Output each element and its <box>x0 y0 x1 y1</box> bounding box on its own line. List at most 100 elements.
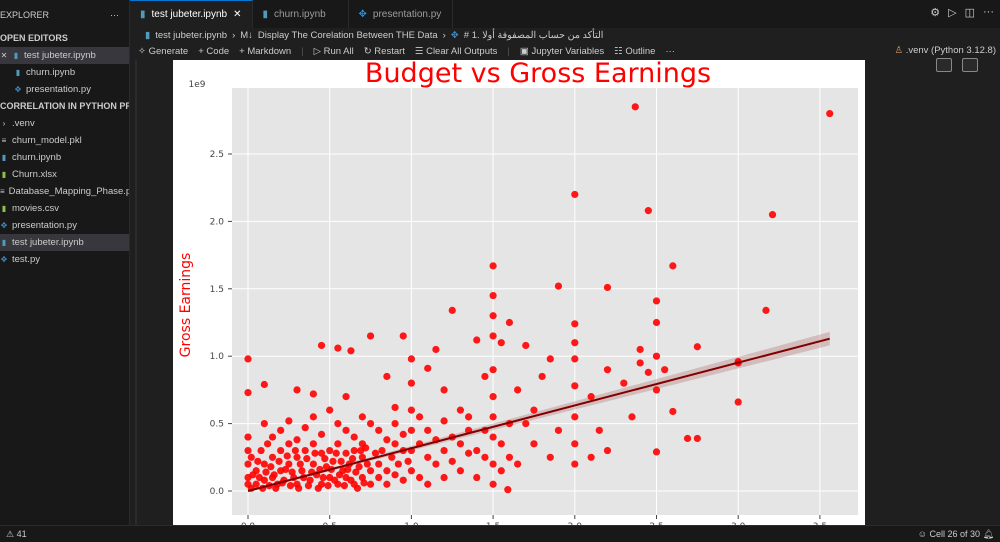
file-churn-model[interactable]: ≡ churn_model.pkl <box>0 132 129 149</box>
data-point <box>324 482 332 490</box>
restart-icon: ↻ <box>363 46 375 57</box>
add-markdown-button[interactable]: + Markdown <box>239 46 292 57</box>
data-point <box>335 471 344 479</box>
data-point <box>587 453 595 461</box>
more-icon[interactable]: ··· <box>983 6 994 18</box>
data-point <box>344 465 352 474</box>
file-movies-csv[interactable]: ▮ movies.csv <box>0 200 129 217</box>
close-icon[interactable]: ✕ <box>233 9 242 20</box>
python-icon: ✥ <box>14 85 22 94</box>
file-database-pptx[interactable]: ≡Database_Mapping_Phase.pptx <box>0 183 129 200</box>
file-venv[interactable]: › .venv <box>0 115 129 132</box>
data-point <box>270 471 278 479</box>
y-tick-label: 2.5 <box>210 150 224 160</box>
tab-label: presentation.py <box>372 8 442 20</box>
code-label: Code <box>206 46 230 57</box>
data-point <box>514 386 522 394</box>
data-point <box>331 476 339 484</box>
data-point <box>334 344 342 352</box>
data-point <box>489 393 497 401</box>
file-label: Churn.xlsx <box>12 169 57 180</box>
editor-tabs: ▮ test jubeter.ipynb ✕ ▮ churn.ipynb ✥ prese… <box>130 0 1000 28</box>
data-point <box>571 355 579 363</box>
open-editor-presentation[interactable]: ✥ presentation.py <box>0 81 129 98</box>
file-test-jubeter[interactable]: ▮ test jubeter.ipynb <box>0 234 129 251</box>
data-point <box>762 306 770 314</box>
data-point <box>249 471 257 479</box>
breadcrumb-file[interactable]: test jubeter.ipynb <box>155 30 228 41</box>
breadcrumb-cell[interactable]: # 1. التأكد من حساب المصفوفة أولا <box>463 30 604 41</box>
data-point <box>571 440 579 448</box>
data-point <box>277 446 285 455</box>
data-point <box>342 449 350 457</box>
data-point <box>407 355 415 363</box>
data-point <box>244 460 252 468</box>
data-point <box>334 420 342 428</box>
cell-indicator[interactable]: ☺ Cell 26 of 30 🔔︎ <box>918 529 994 540</box>
restart-button[interactable]: ↻ Restart <box>364 46 405 57</box>
breadcrumb-section[interactable]: Display The Corelation Between THE Data <box>257 30 438 41</box>
add-code-button[interactable]: + Code <box>198 46 230 57</box>
split-editor-icon[interactable]: ◫ <box>964 7 975 19</box>
file-test-py[interactable]: ✥ test.py <box>0 251 129 268</box>
data-point <box>391 471 399 479</box>
bell-icon[interactable]: 🔔︎ <box>982 528 994 539</box>
data-point <box>571 413 579 421</box>
open-editor-churn[interactable]: ▮ churn.ipynb <box>0 64 129 81</box>
data-point <box>254 457 262 465</box>
tab-churn[interactable]: ▮ churn.ipynb <box>252 0 349 28</box>
data-point <box>399 332 407 340</box>
file-churn-ipynb[interactable]: ▮ churn.ipynb <box>0 149 129 166</box>
data-point <box>268 453 277 461</box>
python-icon: ✥ <box>0 255 8 264</box>
cell-gutter <box>135 60 137 525</box>
data-point <box>347 347 355 355</box>
file-icon: ≡ <box>1 136 7 145</box>
data-point <box>332 449 340 457</box>
data-point <box>285 460 293 468</box>
jupyter-variables-button[interactable]: ▣ Jupyter Variables <box>520 46 604 57</box>
open-editor-label: churn.ipynb <box>26 67 76 78</box>
data-point <box>489 332 497 340</box>
tab-test-jubeter[interactable]: ▮ test jubeter.ipynb ✕ <box>130 0 253 28</box>
run-icon[interactable]: ▷ <box>948 7 957 19</box>
confidence-band <box>248 331 830 492</box>
file-churn-xlsx[interactable]: ▮ Churn.xlsx <box>0 166 129 183</box>
data-point <box>260 380 268 389</box>
explorer-more-button[interactable]: ··· <box>110 10 119 20</box>
kernel-picker[interactable]: ♙ .venv (Python 3.12.8) <box>895 45 996 56</box>
data-point <box>424 364 432 372</box>
outline-button[interactable]: ☷ Outline <box>614 46 655 57</box>
project-header[interactable]: CORRELATION IN PYTHON PROJEC... <box>0 101 129 111</box>
csv-icon: ▮ <box>1 204 7 213</box>
tab-presentation[interactable]: ✥ presentation.py <box>348 0 453 28</box>
run-all-button[interactable]: ▷ Run All <box>314 46 354 57</box>
problems-indicator[interactable]: ⚠ 41 <box>6 529 27 540</box>
toolbar-more-button[interactable]: ··· <box>665 46 675 57</box>
data-point <box>309 460 317 468</box>
close-icon[interactable]: ✕ <box>0 51 8 60</box>
data-point <box>504 486 512 494</box>
data-point <box>383 436 391 444</box>
data-point <box>432 460 440 468</box>
data-point <box>363 460 371 468</box>
data-point <box>352 468 360 476</box>
data-point <box>424 453 432 461</box>
save-output-button[interactable] <box>962 58 978 72</box>
open-editors-header[interactable]: OPEN EDITORS <box>0 33 68 43</box>
generate-button[interactable]: ✧ Generate <box>138 46 188 57</box>
data-point <box>489 291 497 300</box>
clear-outputs-button[interactable]: ☰ Clear All Outputs <box>415 46 497 57</box>
data-point <box>440 417 448 425</box>
open-editor-test-jubeter[interactable]: ✕ ▮ test jubeter.ipynb <box>0 47 129 64</box>
data-point <box>255 473 264 482</box>
data-point <box>342 426 350 434</box>
data-point <box>357 446 365 455</box>
run-all-icon: ▷ <box>313 46 324 57</box>
gear-icon[interactable]: ⚙ <box>930 7 941 19</box>
data-point <box>644 207 652 215</box>
python-icon: ✥ <box>0 221 8 230</box>
file-presentation-py[interactable]: ✥ presentation.py <box>0 217 129 234</box>
copy-output-button[interactable] <box>936 58 952 72</box>
data-point <box>546 355 554 363</box>
